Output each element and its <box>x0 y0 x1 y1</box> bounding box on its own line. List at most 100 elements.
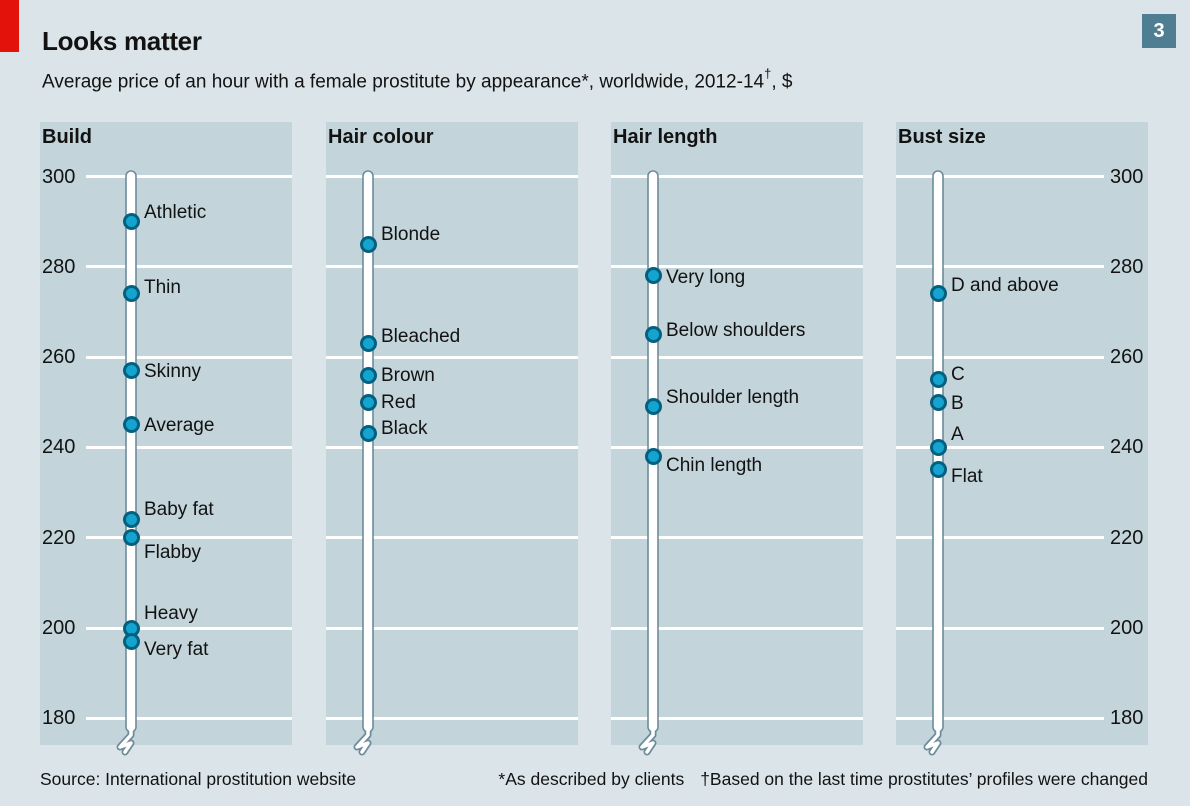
figure-number-badge: 3 <box>1142 14 1176 48</box>
gridline-200 <box>611 626 863 630</box>
axis-tick-right-260: 260 <box>1110 346 1144 369</box>
data-point-chin-length <box>644 447 662 465</box>
point-label-chin-length: Chin length <box>666 454 763 476</box>
pole-break-squiggle <box>355 725 370 754</box>
data-point-flat <box>929 461 947 479</box>
panel-title-hair-length: Hair length <box>613 126 718 148</box>
data-point-blonde <box>359 235 377 253</box>
source-note: Source: International prostitution websi… <box>40 769 357 789</box>
axis-tick-left-200: 200 <box>42 617 76 639</box>
gridline-280 <box>611 265 863 269</box>
point-label-very-long: Very long <box>666 267 746 289</box>
axis-tick-right-280: 280 <box>1110 255 1144 278</box>
gridline-260 <box>86 355 292 359</box>
gridline-240 <box>611 445 863 449</box>
data-point-flabby <box>122 529 140 547</box>
point-label-flabby: Flabby <box>144 542 202 564</box>
point-label-black: Black <box>381 418 428 440</box>
point-label-a: A <box>951 423 964 445</box>
data-point-b <box>929 393 947 411</box>
gridline-280 <box>326 265 578 269</box>
data-point-shoulder-length <box>644 398 662 416</box>
data-point-athletic <box>122 213 140 231</box>
point-label-heavy: Heavy <box>144 602 198 624</box>
subtitle-unit: , $ <box>771 71 793 93</box>
data-point-thin <box>122 285 140 303</box>
point-label-c: C <box>951 364 965 386</box>
axis-tick-left-260: 260 <box>42 346 76 369</box>
point-label-baby-fat: Baby fat <box>144 499 214 521</box>
axis-tick-right-220: 220 <box>1110 526 1144 549</box>
gridline-200 <box>326 626 578 630</box>
gridline-220 <box>326 536 578 540</box>
axis-tick-right-300: 300 <box>1110 165 1144 188</box>
footnote-appearance: *As described by clients <box>498 769 685 789</box>
data-point-brown <box>359 366 377 384</box>
data-point-a <box>929 438 947 456</box>
pole-break-squiggle <box>925 725 940 754</box>
point-label-shoulder-length: Shoulder length <box>666 387 800 409</box>
point-label-flat: Flat <box>951 466 983 488</box>
axis-tick-left-300: 300 <box>42 165 76 188</box>
panel-title-bust-size: Bust size <box>898 126 986 148</box>
gridline-260 <box>896 355 1104 359</box>
point-label-brown: Brown <box>381 364 435 386</box>
chart-title: Looks matter <box>42 26 202 56</box>
pole-break-squiggle <box>640 725 655 754</box>
pole-bar <box>362 170 374 733</box>
gridline-300 <box>896 175 1104 178</box>
gridline-240 <box>86 445 292 449</box>
data-point-c <box>929 371 947 389</box>
panel-build <box>40 122 292 745</box>
point-label-very-fat: Very fat <box>144 639 209 661</box>
data-point-skinny <box>122 362 140 380</box>
point-label-bleached: Bleached <box>381 326 461 348</box>
point-label-average: Average <box>144 415 215 437</box>
gridline-260 <box>326 355 578 359</box>
pole-break-squiggle <box>118 725 133 754</box>
gridline-220 <box>896 536 1104 540</box>
data-point-very-long <box>644 267 662 285</box>
gridline-260 <box>611 355 863 359</box>
gridline-200 <box>896 626 1104 630</box>
gridline-240 <box>326 445 578 449</box>
point-label-thin: Thin <box>144 277 181 299</box>
gridline-300 <box>326 175 578 178</box>
gridline-180 <box>896 716 1104 720</box>
gridline-180 <box>611 716 863 720</box>
data-point-average <box>122 416 140 434</box>
data-point-bleached <box>359 335 377 353</box>
scale-pole-hair-colour <box>353 170 374 756</box>
data-point-black <box>359 425 377 443</box>
dagger-superscript: † <box>764 66 772 81</box>
chart-subtitle: Average price of an hour with a female p… <box>42 66 793 93</box>
point-label-red: Red <box>381 391 416 413</box>
data-point-below-shoulders <box>644 326 662 344</box>
axis-tick-left-280: 280 <box>42 255 76 278</box>
scale-pole-hair-length <box>638 170 659 756</box>
gridline-300 <box>611 175 863 178</box>
gridline-180 <box>86 716 292 720</box>
gridline-220 <box>611 536 863 540</box>
gridline-220 <box>86 536 292 540</box>
point-label-b: B <box>951 392 964 414</box>
point-label-blonde: Blonde <box>381 223 441 245</box>
axis-tick-right-240: 240 <box>1110 436 1144 459</box>
gridline-280 <box>86 265 292 269</box>
gridline-200 <box>86 626 292 630</box>
economist-red-tab <box>0 0 19 52</box>
data-point-d-and-above <box>929 285 947 303</box>
chart-footer: Source: International prostitution websi… <box>40 769 1148 790</box>
figure-number: 3 <box>1153 19 1165 42</box>
panel-title-build: Build <box>42 126 92 148</box>
scale-pole-build <box>116 170 137 756</box>
subtitle-text: Average price of an hour with a female p… <box>42 71 765 93</box>
point-label-athletic: Athletic <box>144 202 207 224</box>
point-label-below-shoulders: Below shoulders <box>666 320 806 342</box>
axis-tick-left-220: 220 <box>42 526 76 549</box>
point-label-skinny: Skinny <box>144 361 202 383</box>
gridline-180 <box>326 716 578 720</box>
data-point-baby-fat <box>122 511 140 529</box>
